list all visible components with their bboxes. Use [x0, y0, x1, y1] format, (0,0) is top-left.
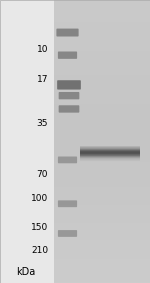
Bar: [80, 156, 140, 157]
Text: 17: 17: [36, 75, 48, 84]
Bar: [80, 159, 140, 160]
Bar: [80, 146, 140, 147]
Bar: [80, 151, 140, 152]
Text: 100: 100: [31, 194, 48, 203]
FancyBboxPatch shape: [59, 105, 79, 113]
FancyBboxPatch shape: [58, 52, 77, 59]
FancyBboxPatch shape: [57, 80, 81, 89]
Bar: [80, 150, 140, 151]
Bar: [80, 158, 140, 159]
FancyBboxPatch shape: [59, 92, 79, 99]
FancyBboxPatch shape: [58, 200, 77, 207]
Bar: [80, 157, 140, 158]
Bar: [80, 155, 140, 156]
Text: 210: 210: [31, 246, 48, 255]
Bar: [80, 160, 140, 161]
Text: 150: 150: [31, 223, 48, 232]
FancyBboxPatch shape: [56, 29, 79, 37]
Text: 35: 35: [36, 119, 48, 128]
Bar: [80, 152, 140, 153]
Bar: [0, 0, 54, 283]
Bar: [80, 154, 140, 155]
Bar: [80, 153, 140, 154]
FancyBboxPatch shape: [58, 230, 77, 237]
Text: 70: 70: [36, 170, 48, 179]
Bar: [80, 147, 140, 148]
Text: 10: 10: [36, 45, 48, 54]
FancyBboxPatch shape: [58, 156, 77, 163]
Bar: [80, 148, 140, 149]
Bar: [80, 149, 140, 150]
Text: kDa: kDa: [16, 267, 35, 277]
